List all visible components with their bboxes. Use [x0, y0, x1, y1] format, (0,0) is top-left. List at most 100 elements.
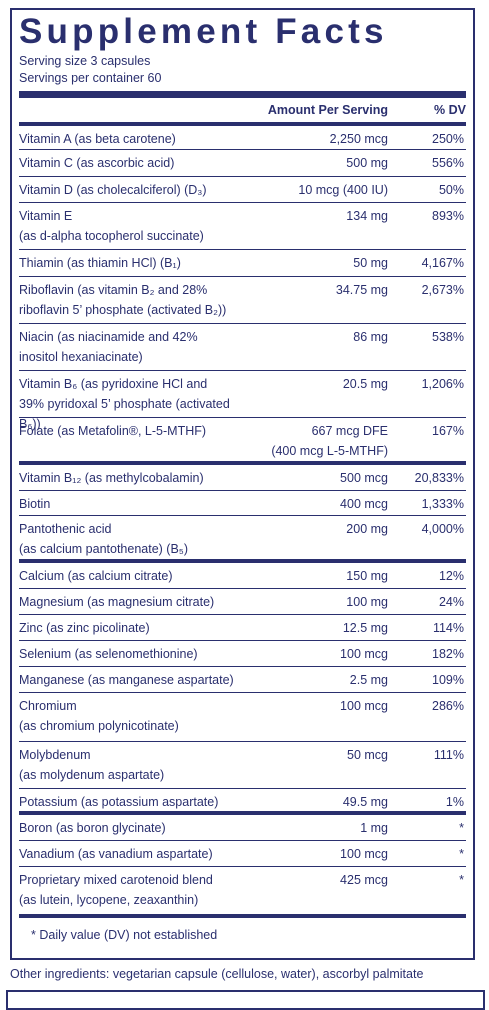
nutrient-dv: 109% — [432, 673, 464, 687]
nutrient-dv: 4,167% — [421, 256, 464, 270]
header-divider — [19, 122, 466, 126]
table-row: Pantothenic acid (as calcium pantothenat… — [19, 516, 466, 563]
table-row: Vitamin B₆ (as pyridoxine HCl and 39% py… — [19, 371, 466, 431]
nutrient-amount: 2,250 mcg — [329, 132, 388, 146]
nutrient-dv: 893% — [432, 209, 464, 223]
nutrient-amount: 667 mcg DFE (400 mcg L-5-MTHF) — [271, 424, 388, 458]
nutrient-dv: 111% — [433, 748, 464, 762]
nutrient-dv: 1,206% — [421, 377, 464, 391]
nutrient-amount: 150 mg — [346, 569, 388, 583]
supplement-facts-panel: Supplement Facts Serving size 3 capsules… — [10, 8, 475, 960]
table-row: Vanadium (as vanadium aspartate) 100 mcg * — [19, 841, 466, 867]
nutrient-dv: * — [459, 821, 464, 835]
nutrient-amount: 20.5 mg — [342, 377, 388, 391]
table-row: Boron (as boron glycinate) 1 mg * — [19, 815, 466, 841]
nutrient-dv: 24% — [438, 595, 464, 609]
table-row: Chromium (as chromium polynicotinate) 100… — [19, 693, 466, 742]
nutrient-amount: 100 mcg — [340, 647, 388, 661]
nutrient-name: Magnesium (as magnesium citrate) — [19, 595, 215, 609]
nutrient-name: Niacin (as niacinamide and 42% inositol … — [19, 330, 198, 364]
nutrient-amount: 12.5 mg — [342, 621, 388, 635]
nutrient-amount: 425 mcg — [340, 873, 388, 887]
nutrient-amount: 10 mcg (400 IU) — [298, 183, 388, 197]
nutrient-name: Potassium (as potassium aspartate) — [19, 795, 219, 809]
nutrient-name: Proprietary mixed carotenoid blend (as l… — [19, 873, 213, 907]
nutrient-amount: 49.5 mg — [342, 795, 388, 809]
nutrient-name: Molybdenum (as molydenum aspartate) — [19, 748, 165, 782]
table-row: Molybdenum (as molydenum aspartate) 50 mc… — [19, 742, 466, 789]
servings-per-container: Servings per container 60 — [19, 71, 162, 85]
nutrient-amount: 200 mg — [346, 522, 388, 536]
nutrient-name: Vitamin C (as ascorbic acid) — [19, 156, 175, 170]
nutrient-name: Manganese (as manganese aspartate) — [19, 673, 234, 687]
nutrient-name: Vitamin B₁₂ (as methylcobalamin) — [19, 471, 204, 485]
nutrient-dv: 2,673% — [421, 283, 464, 297]
nutrient-dv: 538% — [432, 330, 464, 344]
nutrient-name: Zinc (as zinc picolinate) — [19, 621, 150, 635]
header-amount: Amount Per Serving — [267, 103, 388, 117]
nutrient-amount: 86 mg — [353, 330, 388, 344]
nutrient-dv: 114% — [432, 621, 464, 635]
nutrient-name: Vitamin E (as d-alpha tocopherol succina… — [19, 209, 204, 243]
table-row: Selenium (as selenomethionine) 100 mcg 182… — [19, 641, 466, 667]
nutrient-dv: 250% — [432, 132, 464, 146]
nutrient-name: Calcium (as calcium citrate) — [19, 569, 173, 583]
nutrient-name: Chromium (as chromium polynicotinate) — [19, 699, 179, 733]
nutrient-dv: * — [459, 847, 464, 861]
table-row: Proprietary mixed carotenoid blend (as l… — [19, 867, 466, 918]
nutrient-dv: 12% — [438, 569, 464, 583]
table-row: Manganese (as manganese aspartate) 2.5 mg… — [19, 667, 466, 693]
table-row: Riboflavin (as vitamin B₂ and 28% ribofl… — [19, 277, 466, 324]
table-row: Thiamin (as thiamin HCl) (B₁) 50 mg 4,167% — [19, 250, 466, 277]
nutrient-table: Vitamin A (as beta carotene) 2,250 mcg 250… — [19, 126, 466, 918]
nutrient-dv: 1% — [445, 795, 464, 809]
nutrient-name: Folate (as Metafolin®, L-5-MTHF) — [19, 424, 207, 438]
nutrient-name: Selenium (as selenomethionine) — [19, 647, 198, 661]
nutrient-amount: 100 mg — [346, 595, 388, 609]
nutrient-amount: 2.5 mg — [349, 673, 388, 687]
table-row: Biotin 400 mcg 1,333% — [19, 491, 466, 516]
header-dv: % DV — [434, 103, 466, 117]
footnote: * Daily value (DV) not established — [31, 928, 218, 942]
nutrient-amount: 34.75 mg — [335, 283, 388, 297]
nutrient-amount: 100 mcg — [340, 847, 388, 861]
nutrient-name: Biotin — [19, 497, 51, 511]
table-row: Vitamin E (as d-alpha tocopherol succina… — [19, 203, 466, 250]
nutrient-amount: 1 mg — [360, 821, 388, 835]
nutrient-name: Vitamin A (as beta carotene) — [19, 132, 176, 146]
table-header: Amount Per Serving % DV — [19, 98, 466, 122]
nutrient-name: Thiamin (as thiamin HCl) (B₁) — [19, 256, 181, 270]
nutrient-dv: 182% — [432, 647, 464, 661]
other-ingredients: Other ingredients: vegetarian capsule (c… — [10, 967, 424, 981]
nutrient-dv: * — [459, 873, 464, 887]
nutrient-amount: 400 mcg — [340, 497, 388, 511]
table-row: Vitamin D (as cholecalciferol) (D₃) 10 mc… — [19, 177, 466, 203]
table-row: Vitamin C (as ascorbic acid) 500 mg 556% — [19, 150, 466, 177]
thick-divider — [19, 91, 466, 98]
nutrient-dv: 20,833% — [414, 471, 464, 485]
bottom-box — [6, 990, 485, 1010]
table-row: Vitamin A (as beta carotene) 2,250 mcg 250… — [19, 126, 466, 150]
nutrient-dv: 167% — [432, 424, 464, 438]
nutrient-amount: 500 mg — [346, 156, 388, 170]
table-row: Potassium (as potassium aspartate) 49.5 m… — [19, 789, 466, 815]
table-row: Zinc (as zinc picolinate) 12.5 mg 114% — [19, 615, 466, 641]
nutrient-name: Boron (as boron glycinate) — [19, 821, 166, 835]
nutrient-name: Vitamin D (as cholecalciferol) (D₃) — [19, 183, 207, 197]
nutrient-amount: 100 mcg — [340, 699, 388, 713]
nutrient-name: Vitamin B₆ (as pyridoxine HCl and 39% py… — [19, 377, 230, 431]
nutrient-amount: 134 mg — [346, 209, 388, 223]
table-row: Calcium (as calcium citrate) 150 mg 12% — [19, 563, 466, 589]
nutrient-amount: 50 mg — [353, 256, 388, 270]
nutrient-dv: 1,333% — [421, 497, 464, 511]
table-row: Folate (as Metafolin®, L-5-MTHF) 667 mcg … — [19, 418, 466, 465]
table-row: Magnesium (as magnesium citrate) 100 mg 24… — [19, 589, 466, 615]
nutrient-name: Riboflavin (as vitamin B₂ and 28% ribofl… — [19, 283, 227, 317]
serving-size: Serving size 3 capsules — [19, 54, 151, 68]
nutrient-amount: 50 mcg — [347, 748, 388, 762]
table-row: Vitamin B₁₂ (as methylcobalamin) 500 mcg 2… — [19, 465, 466, 491]
panel-title: Supplement Facts — [19, 12, 388, 51]
table-row: Niacin (as niacinamide and 42% inositol … — [19, 324, 466, 371]
nutrient-dv: 286% — [432, 699, 464, 713]
nutrient-dv: 50% — [438, 183, 464, 197]
